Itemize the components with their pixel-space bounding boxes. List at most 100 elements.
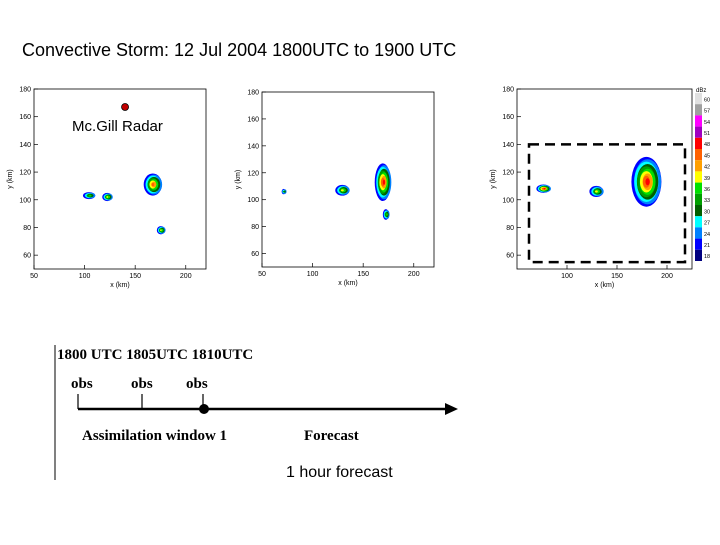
colorbar-label-39: 39 bbox=[704, 176, 710, 182]
y-tick-label: 60 bbox=[251, 251, 259, 258]
echo-contour-33 bbox=[282, 190, 285, 193]
y-tick-label: 160 bbox=[502, 114, 514, 121]
echo-contour-48 bbox=[543, 187, 546, 190]
y-axis-label: y (km) bbox=[7, 169, 14, 188]
colorbar-swatch-54 bbox=[695, 115, 702, 127]
colorbar-label-42: 42 bbox=[704, 165, 710, 171]
timeline-arrowhead bbox=[445, 403, 458, 415]
colorbar-swatch-30 bbox=[695, 205, 702, 217]
x-tick-label: 150 bbox=[611, 273, 623, 280]
colorbar-label-57: 57 bbox=[704, 109, 710, 115]
obs-label-1: obs bbox=[71, 376, 93, 392]
echo-cell-3 bbox=[143, 173, 163, 196]
echo-contour-48 bbox=[645, 178, 650, 186]
assimilation-timeline bbox=[0, 330, 720, 540]
colorbar-swatch-51 bbox=[695, 126, 702, 138]
colorbar-label-21: 21 bbox=[704, 243, 710, 249]
y-tick-label: 100 bbox=[19, 197, 31, 204]
plot-frame bbox=[516, 88, 693, 270]
echo-cell-1 bbox=[281, 188, 287, 195]
colorbar-swatch-36 bbox=[695, 182, 702, 194]
y-tick-label: 80 bbox=[251, 224, 259, 231]
x-tick-label: 100 bbox=[79, 273, 91, 280]
y-tick-label: 120 bbox=[247, 170, 259, 177]
y-axis-label: y (km) bbox=[235, 170, 242, 189]
echo-cell-3 bbox=[374, 163, 392, 202]
colorbar-label-18: 18 bbox=[704, 254, 710, 260]
x-tick-label: 50 bbox=[258, 271, 266, 278]
radar-panel-1800utc: 50 100 150 200 60 80 100 120 140 160 180 x (km) y (k… bbox=[0, 84, 225, 299]
y-axis-label: y (km) bbox=[490, 169, 497, 188]
y-tick-label: 80 bbox=[23, 225, 31, 232]
echo-cell-3 bbox=[631, 156, 662, 207]
echo-contour-36 bbox=[160, 228, 164, 232]
echo-contour-33 bbox=[384, 212, 388, 217]
x-tick-label: 200 bbox=[408, 271, 420, 278]
echo-contour-39 bbox=[160, 229, 162, 232]
y-tick-label: 160 bbox=[247, 116, 259, 123]
echo-contour-48 bbox=[382, 179, 386, 185]
colorbar-label-33: 33 bbox=[704, 198, 710, 204]
obs-label-3: obs bbox=[186, 376, 208, 392]
timeline-graphic bbox=[54, 345, 458, 480]
colorbar-label-48: 48 bbox=[704, 142, 710, 148]
y-tick-label: 100 bbox=[502, 197, 514, 204]
echo-cell-4 bbox=[382, 209, 390, 220]
radar-plot-1: 50 100 150 200 60 80 100 120 140 160 180 x (km) y (k… bbox=[7, 87, 207, 289]
plot-frame bbox=[261, 91, 435, 268]
x-tick-label: 100 bbox=[561, 273, 573, 280]
colorbar-unit: dBz bbox=[696, 88, 706, 94]
echo-contour-39 bbox=[340, 189, 344, 192]
y-tick-label: 60 bbox=[506, 253, 514, 260]
x-tick-label: 200 bbox=[661, 273, 673, 280]
x-tick-label: 100 bbox=[307, 271, 319, 278]
x-axis-label: x (km) bbox=[595, 282, 614, 289]
colorbar-swatch-18 bbox=[695, 249, 702, 261]
x-axis-label: x (km) bbox=[338, 280, 357, 287]
x-tick-label: 150 bbox=[129, 273, 141, 280]
echo-cell-2 bbox=[335, 184, 350, 196]
colorbar-swatch-42 bbox=[695, 160, 702, 172]
page-title: Convective Storm: 12 Jul 2004 1800UTC to… bbox=[22, 40, 457, 60]
colorbar-label-24: 24 bbox=[704, 232, 710, 238]
radar-panel-1805utc: 50 100 150 200 60 80 100 120 140 160 180 x (km) y (k… bbox=[228, 84, 466, 299]
domain-highlight-box bbox=[527, 143, 687, 264]
colorbar-swatch-24 bbox=[695, 227, 702, 239]
colorbar-label-30: 30 bbox=[704, 209, 710, 215]
colorbar-swatch-57 bbox=[695, 104, 702, 116]
y-tick-label: 80 bbox=[506, 225, 514, 232]
plot-frame bbox=[33, 88, 207, 270]
x-tick-label: 150 bbox=[357, 271, 369, 278]
echo-cell-2 bbox=[102, 192, 113, 202]
echo-contour-36 bbox=[386, 213, 388, 216]
echo-contour-39 bbox=[595, 190, 598, 193]
y-tick-label: 60 bbox=[23, 253, 31, 260]
radar-plot-2: 50 100 150 200 60 80 100 120 140 160 180 x (km) y (k… bbox=[235, 90, 435, 287]
current-time-marker bbox=[199, 404, 209, 414]
timeline-times: 1800 UTC 1805UTC 1810UTC bbox=[57, 347, 254, 363]
y-tick-label: 180 bbox=[247, 90, 259, 97]
radar-panel-1810utc: 100 150 200 60 80 100 120 140 160 180 x (km) y (km)… bbox=[470, 84, 720, 299]
radar-location-marker bbox=[121, 103, 129, 111]
colorbar-label-54: 54 bbox=[704, 120, 710, 126]
y-tick-label: 120 bbox=[19, 170, 31, 177]
colorbar-swatch-33 bbox=[695, 193, 702, 205]
echo-contour-30 bbox=[283, 190, 286, 193]
colorbar-label-60: 60 bbox=[704, 97, 710, 103]
colorbar-swatch-45 bbox=[695, 149, 702, 161]
forecast-duration-label: 1 hour forecast bbox=[286, 464, 393, 481]
echo-cell-1 bbox=[536, 184, 551, 193]
y-tick-label: 180 bbox=[502, 87, 514, 94]
y-tick-label: 140 bbox=[502, 142, 514, 149]
obs-label-2: obs bbox=[131, 376, 153, 392]
forecast-label: Forecast bbox=[304, 428, 359, 444]
assimilation-window-label: Assimilation window 1 bbox=[82, 428, 228, 444]
colorbar-label-45: 45 bbox=[704, 153, 710, 159]
colorbar-label-51: 51 bbox=[704, 131, 710, 137]
x-axis-label: x (km) bbox=[110, 282, 129, 289]
echo-cell-2 bbox=[589, 185, 604, 197]
colorbar-label-36: 36 bbox=[704, 187, 710, 193]
y-tick-label: 180 bbox=[19, 87, 31, 94]
colorbar-swatch-60 bbox=[695, 93, 702, 105]
x-tick-label: 50 bbox=[30, 273, 38, 280]
